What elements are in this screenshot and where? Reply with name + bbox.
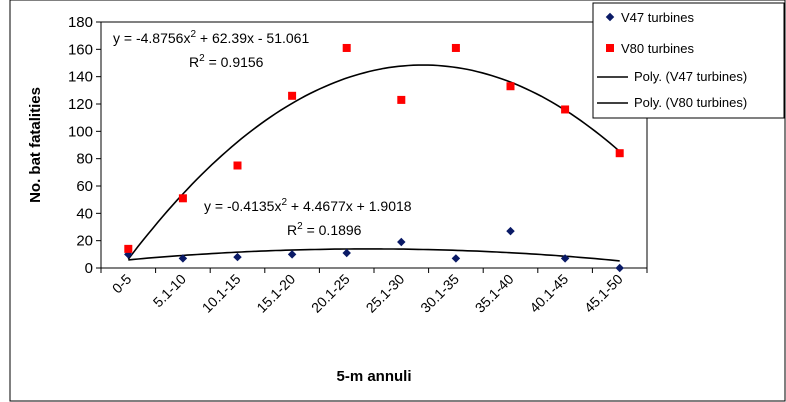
v80-equation: y = -4.8756x2 + 62.39x - 51.061 bbox=[113, 29, 309, 46]
legend-label-v47: V47 turbines bbox=[621, 10, 694, 25]
point-v80 bbox=[561, 105, 569, 113]
y-tick-label: 160 bbox=[68, 41, 93, 58]
point-v80 bbox=[616, 149, 624, 157]
point-v80 bbox=[452, 44, 460, 52]
x-axis-title: 5-m annuli bbox=[336, 368, 411, 385]
y-tick-label: 40 bbox=[76, 205, 93, 222]
point-v80 bbox=[288, 92, 296, 100]
y-tick-label: 120 bbox=[68, 96, 93, 113]
y-axis-title: No. bat fatalities bbox=[27, 87, 44, 203]
y-tick-label: 60 bbox=[76, 178, 93, 195]
legend-label-v80: V80 turbines bbox=[621, 41, 694, 56]
legend: V47 turbines V80 turbines Poly. (V47 tur… bbox=[593, 3, 784, 118]
y-tick-label: 180 bbox=[68, 14, 93, 31]
point-v80 bbox=[179, 194, 187, 202]
legend-marker-v80 bbox=[606, 44, 614, 52]
point-v80 bbox=[234, 162, 242, 170]
y-tick-label: 140 bbox=[68, 69, 93, 86]
point-v80 bbox=[507, 82, 515, 90]
y-tick-label: 0 bbox=[85, 260, 93, 277]
legend-label-v80-trend: Poly. (V80 turbines) bbox=[634, 95, 747, 110]
y-tick-label: 20 bbox=[76, 233, 93, 250]
legend-label-v47-trend: Poly. (V47 turbines) bbox=[634, 69, 747, 84]
point-v80 bbox=[397, 96, 405, 104]
point-v80 bbox=[343, 44, 351, 52]
point-v80 bbox=[124, 245, 132, 253]
v47-equation: y = -0.4135x2 + 4.4677x + 1.9018 bbox=[204, 197, 412, 214]
y-tick-label: 80 bbox=[76, 151, 93, 168]
y-tick-label: 100 bbox=[68, 123, 93, 140]
